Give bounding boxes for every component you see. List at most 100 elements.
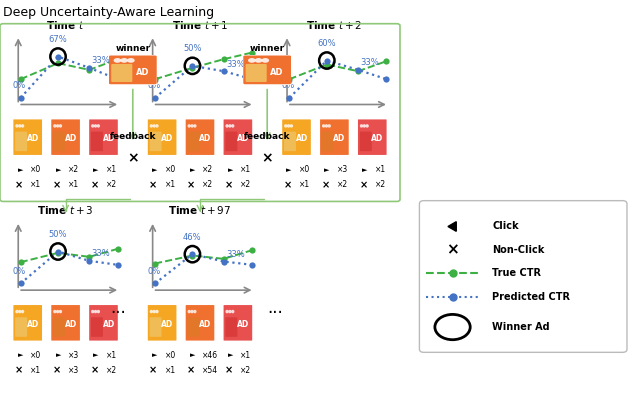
Text: ×0: ×0 [30, 351, 42, 360]
Circle shape [328, 124, 331, 128]
Circle shape [284, 124, 287, 128]
Title: Time $t+2$: Time $t+2$ [306, 19, 363, 31]
Circle shape [97, 310, 100, 313]
Text: ►: ► [18, 352, 23, 359]
Text: winner: winner [250, 44, 285, 53]
Text: AD: AD [237, 320, 249, 329]
FancyBboxPatch shape [51, 118, 81, 156]
Text: 33%: 33% [226, 60, 245, 69]
Circle shape [193, 124, 196, 128]
Text: AD: AD [27, 320, 39, 329]
Text: Click: Click [492, 221, 519, 231]
Text: ×3: ×3 [68, 366, 79, 375]
Circle shape [190, 124, 194, 128]
Text: AD: AD [102, 134, 115, 143]
Circle shape [150, 310, 153, 313]
Circle shape [193, 310, 196, 313]
Text: ►: ► [152, 167, 157, 173]
Text: ×: × [15, 366, 23, 376]
Text: ×54: ×54 [202, 366, 218, 375]
FancyBboxPatch shape [88, 118, 118, 156]
Text: ►: ► [152, 352, 157, 359]
FancyBboxPatch shape [246, 64, 267, 82]
FancyBboxPatch shape [360, 132, 372, 151]
Text: ×2: ×2 [106, 181, 117, 190]
Text: ×0: ×0 [164, 351, 176, 360]
Circle shape [228, 310, 232, 313]
Circle shape [53, 310, 56, 313]
Circle shape [114, 58, 122, 63]
Text: ►: ► [56, 352, 61, 359]
Text: AD: AD [161, 320, 173, 329]
Text: ×: × [127, 151, 139, 165]
Text: ×: × [149, 366, 157, 376]
Circle shape [97, 124, 100, 128]
Text: ×: × [446, 242, 459, 257]
Text: AD: AD [296, 134, 308, 143]
Text: ►: ► [190, 352, 195, 359]
FancyBboxPatch shape [223, 118, 253, 156]
Text: ►: ► [93, 352, 99, 359]
Text: Predicted CTR: Predicted CTR [492, 292, 570, 302]
Text: 50%: 50% [183, 44, 202, 53]
FancyBboxPatch shape [319, 118, 349, 156]
Text: ×: × [187, 180, 195, 190]
Circle shape [190, 310, 194, 313]
Text: 0%: 0% [147, 267, 161, 276]
Text: ×: × [187, 366, 195, 376]
Text: 0%: 0% [282, 81, 295, 90]
Text: ×: × [225, 366, 233, 376]
Text: ×3: ×3 [68, 351, 79, 360]
Text: AD: AD [199, 134, 211, 143]
Text: ×1: ×1 [68, 181, 79, 190]
Title: Time $t+1$: Time $t+1$ [172, 19, 228, 31]
Text: ×0: ×0 [299, 166, 310, 174]
Circle shape [152, 310, 156, 313]
Text: Non-Click: Non-Click [492, 245, 545, 255]
Text: feedback: feedback [109, 132, 156, 141]
Circle shape [365, 124, 369, 128]
FancyBboxPatch shape [13, 118, 43, 156]
Text: 67%: 67% [49, 35, 67, 44]
Circle shape [188, 124, 191, 128]
Text: AD: AD [102, 320, 115, 329]
Text: ►: ► [287, 167, 292, 173]
Text: 0%: 0% [13, 81, 26, 90]
FancyBboxPatch shape [282, 118, 312, 156]
Text: 60%: 60% [317, 39, 336, 48]
Circle shape [225, 310, 228, 313]
Text: ×1: ×1 [164, 181, 175, 190]
FancyBboxPatch shape [419, 201, 627, 352]
Circle shape [15, 124, 19, 128]
Text: 46%: 46% [183, 233, 202, 242]
Text: ►: ► [18, 167, 23, 173]
Circle shape [94, 124, 97, 128]
FancyBboxPatch shape [188, 132, 200, 151]
Text: ×: × [91, 366, 99, 376]
Text: ►: ► [190, 167, 195, 173]
FancyBboxPatch shape [243, 55, 292, 85]
Text: AD: AD [65, 134, 77, 143]
FancyBboxPatch shape [13, 304, 43, 341]
Text: ►: ► [56, 167, 61, 173]
Circle shape [150, 124, 153, 128]
FancyBboxPatch shape [51, 304, 81, 341]
Text: ×0: ×0 [164, 166, 176, 174]
Circle shape [228, 124, 232, 128]
Text: ...: ... [111, 299, 126, 318]
Circle shape [21, 124, 24, 128]
Text: AD: AD [237, 134, 249, 143]
FancyBboxPatch shape [223, 304, 253, 341]
FancyBboxPatch shape [15, 132, 27, 151]
Text: ×1: ×1 [30, 181, 41, 190]
Text: AD: AD [65, 320, 77, 329]
Text: ×3: ×3 [337, 166, 348, 174]
Text: ×2: ×2 [374, 181, 386, 190]
FancyBboxPatch shape [147, 304, 177, 341]
Circle shape [156, 310, 159, 313]
Text: ×0: ×0 [30, 166, 42, 174]
Circle shape [15, 310, 19, 313]
FancyBboxPatch shape [225, 317, 237, 337]
Text: ×2: ×2 [106, 366, 117, 375]
Text: ×: × [360, 180, 367, 190]
